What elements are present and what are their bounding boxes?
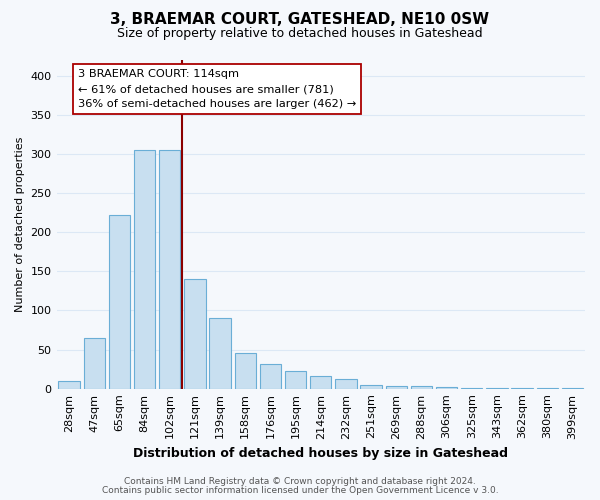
Text: 3, BRAEMAR COURT, GATESHEAD, NE10 0SW: 3, BRAEMAR COURT, GATESHEAD, NE10 0SW [110,12,490,28]
Bar [235,352,256,388]
Bar [58,381,80,388]
Bar [184,279,206,388]
Bar [335,378,356,388]
Y-axis label: Number of detached properties: Number of detached properties [15,136,25,312]
Bar [109,215,130,388]
Bar [310,376,331,388]
Bar [209,318,231,388]
Bar [411,386,432,388]
Text: Size of property relative to detached houses in Gateshead: Size of property relative to detached ho… [117,28,483,40]
Bar [260,364,281,388]
Bar [83,338,105,388]
X-axis label: Distribution of detached houses by size in Gateshead: Distribution of detached houses by size … [133,447,508,460]
Text: 3 BRAEMAR COURT: 114sqm
← 61% of detached houses are smaller (781)
36% of semi-d: 3 BRAEMAR COURT: 114sqm ← 61% of detache… [78,70,356,109]
Bar [285,370,307,388]
Text: Contains HM Land Registry data © Crown copyright and database right 2024.: Contains HM Land Registry data © Crown c… [124,477,476,486]
Bar [361,385,382,388]
Bar [386,386,407,388]
Bar [134,150,155,388]
Bar [436,387,457,388]
Bar [159,150,181,388]
Text: Contains public sector information licensed under the Open Government Licence v : Contains public sector information licen… [101,486,499,495]
